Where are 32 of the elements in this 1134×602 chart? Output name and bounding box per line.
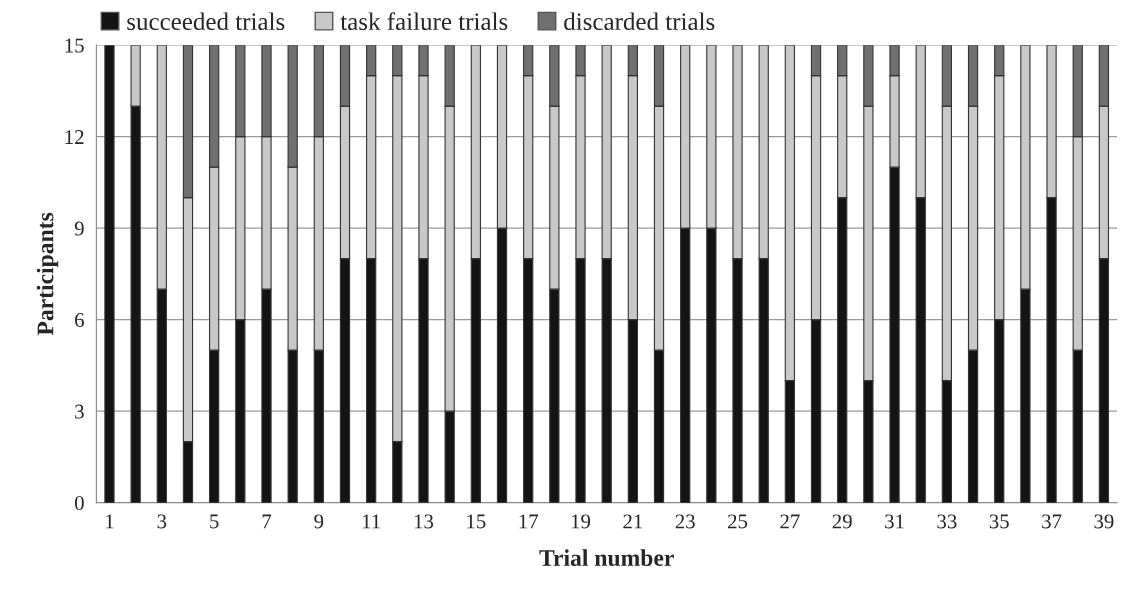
x-tick-label: 7 bbox=[262, 514, 272, 529]
x-tick-label: 5 bbox=[210, 514, 219, 529]
x-tick-label: 39 bbox=[1094, 514, 1114, 529]
x-tick-label: 37 bbox=[1042, 514, 1062, 529]
legend-label: succeeded trials bbox=[127, 12, 285, 31]
x-tick-label: 33 bbox=[937, 514, 957, 529]
x-axis-title: Trial number bbox=[539, 549, 674, 567]
x-tick-label: 9 bbox=[314, 514, 324, 529]
y-tick-label: 9 bbox=[74, 221, 84, 236]
x-tick-label: 17 bbox=[519, 514, 538, 529]
x-tick-label: 1 bbox=[106, 514, 114, 529]
x-tick-label: 27 bbox=[780, 514, 800, 529]
x-tick-label: 15 bbox=[467, 514, 486, 529]
x-tick-label: 23 bbox=[675, 514, 695, 529]
x-tick-label: 21 bbox=[623, 514, 643, 529]
legend-label: task failure trials bbox=[340, 12, 508, 31]
x-tick-label: 19 bbox=[571, 514, 591, 529]
y-tick-label: 3 bbox=[75, 404, 84, 419]
x-tick-label: 25 bbox=[728, 514, 748, 529]
x-tick-label: 31 bbox=[885, 514, 904, 529]
x-tick-label: 11 bbox=[362, 514, 380, 529]
y-tick-label: 15 bbox=[65, 38, 84, 53]
x-tick-label: 35 bbox=[989, 514, 1009, 529]
y-tick-label: 6 bbox=[75, 313, 84, 328]
legend-label: discarded trials bbox=[564, 12, 715, 31]
x-tick-label: 3 bbox=[157, 514, 167, 529]
y-tick-label: 12 bbox=[65, 130, 84, 144]
x-tick-label: 29 bbox=[832, 514, 852, 529]
y-tick-label: 0 bbox=[74, 496, 84, 511]
bar bbox=[104, 45, 115, 503]
y-axis-title: Participants bbox=[36, 212, 59, 336]
x-tick-label: 13 bbox=[414, 514, 434, 529]
